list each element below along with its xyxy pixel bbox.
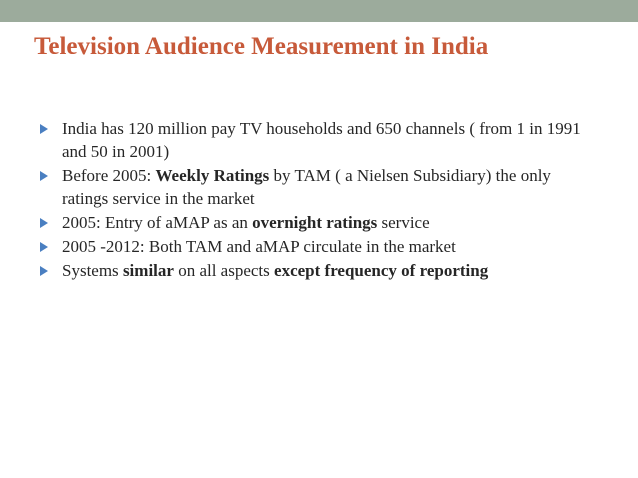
bullet-text: Before 2005: — [62, 166, 156, 185]
bullet-triangle-icon — [40, 242, 48, 252]
bullet-triangle-icon — [40, 171, 48, 181]
bullet-triangle-icon — [40, 266, 48, 276]
bullet-bold-text: except frequency of reporting — [274, 261, 489, 280]
bullet-bold-text: similar — [122, 261, 174, 280]
bullet-text: 2005: Entry of aMAP as an — [62, 213, 253, 232]
bullet-bold-text: overnight ratings — [252, 213, 378, 232]
bullet-item: 2005: Entry of aMAP as an overnight rati… — [40, 211, 600, 234]
bullet-text: on all aspects — [173, 261, 275, 280]
bullet-bold-text: Weekly Ratings — [155, 166, 270, 185]
bullet-text: 2005 -2012: Both TAM and aMAP circulate … — [62, 237, 456, 256]
bullet-text: India has 120 million pay TV households … — [62, 119, 581, 161]
bullet-text: service — [377, 213, 430, 232]
slide-title: Television Audience Measurement in India — [34, 33, 489, 60]
bullet-list: India has 120 million pay TV households … — [40, 117, 600, 283]
bullet-item: Before 2005: Weekly Ratings by TAM ( a N… — [40, 164, 600, 210]
bullet-item: 2005 -2012: Both TAM and aMAP circulate … — [40, 235, 600, 258]
bullet-triangle-icon — [40, 124, 48, 134]
bullet-text: Systems — [62, 261, 123, 280]
top-accent-bar — [0, 0, 638, 22]
bullet-item: Systems similar on all aspects except fr… — [40, 259, 600, 282]
bullet-triangle-icon — [40, 218, 48, 228]
bullet-text: by TAM ( a Nielsen Subsidiary) the only … — [62, 166, 551, 208]
bullet-item: India has 120 million pay TV households … — [40, 117, 600, 163]
